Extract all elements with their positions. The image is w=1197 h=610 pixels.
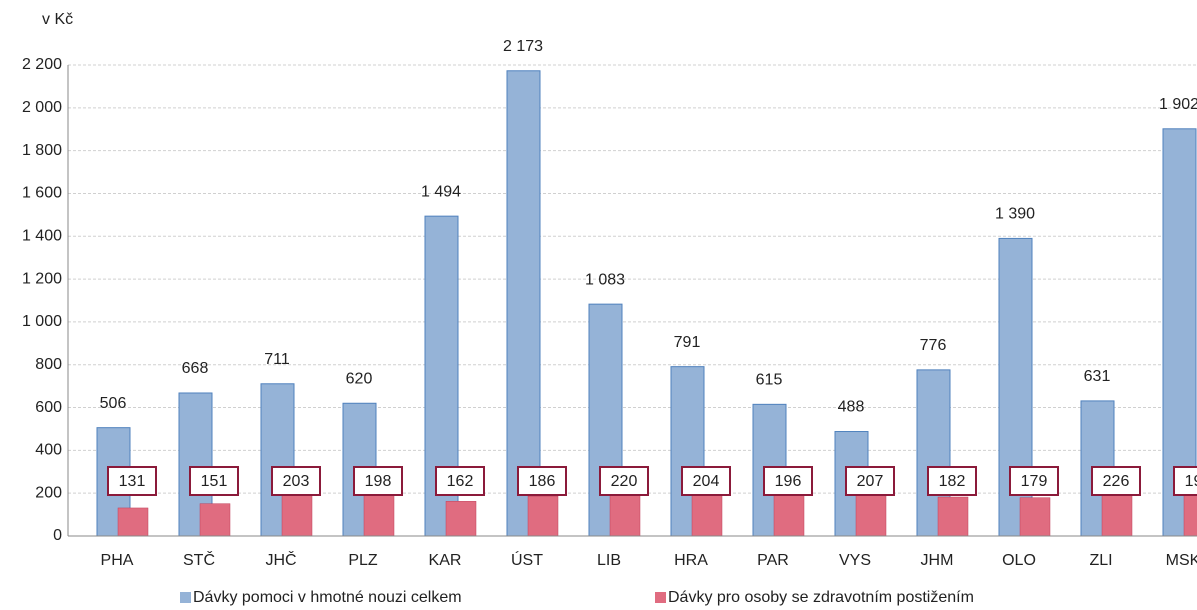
x-tick-label: PLZ	[348, 552, 378, 569]
value-label-box	[353, 466, 403, 496]
value-label: 226	[1103, 473, 1130, 490]
value-label: 631	[1084, 368, 1111, 385]
value-label: 1 083	[585, 271, 625, 288]
y-tick-label: 400	[35, 442, 62, 459]
value-label-box	[435, 466, 485, 496]
x-tick-label: JHČ	[265, 550, 296, 569]
value-label-box	[189, 466, 239, 496]
bar	[199, 503, 231, 537]
x-tick-label: JHM	[921, 552, 954, 569]
value-label-box	[763, 466, 813, 496]
x-tick-label: HRA	[674, 552, 708, 569]
value-label: 668	[182, 360, 209, 377]
x-tick-label: OLO	[1002, 552, 1036, 569]
value-label: 1 902	[1159, 96, 1197, 113]
y-tick-label: 2 000	[22, 99, 62, 116]
bar	[691, 492, 723, 537]
y-tick-label: 800	[35, 356, 62, 373]
y-tick-label: 1 200	[22, 270, 62, 287]
x-tick-label: PHA	[101, 552, 134, 569]
value-label: 1 494	[421, 183, 461, 200]
value-label-box	[107, 466, 157, 496]
y-axis-label: v Kč	[42, 11, 73, 28]
bar	[445, 501, 477, 537]
value-label: 207	[857, 473, 884, 490]
y-tick-label: 1 600	[22, 185, 62, 202]
value-label: 182	[939, 473, 966, 490]
value-label-box	[681, 466, 731, 496]
value-label: 162	[447, 473, 474, 490]
bar	[363, 493, 395, 537]
value-label: 131	[119, 473, 146, 490]
bar	[117, 507, 149, 537]
y-tick-label: 1 800	[22, 142, 62, 159]
bar	[773, 493, 805, 537]
value-label: 196	[775, 473, 802, 490]
value-label: 151	[201, 473, 228, 490]
value-label: 2 173	[503, 38, 543, 55]
value-label: 615	[756, 372, 783, 389]
legend-label: Dávky pro osoby se zdravotním postižením	[668, 589, 974, 606]
x-tick-label: VYS	[839, 552, 871, 569]
legend-swatch	[655, 592, 666, 603]
legend-swatch	[180, 592, 191, 603]
bar	[527, 495, 559, 537]
value-label: 791	[674, 334, 701, 351]
x-tick-label: STČ	[183, 550, 215, 569]
value-label-box	[1009, 466, 1059, 496]
y-tick-label: 600	[35, 399, 62, 416]
bar	[1183, 493, 1197, 537]
x-tick-label: PAR	[757, 552, 789, 569]
x-tick-label: ÚST	[511, 550, 543, 569]
bar	[609, 488, 641, 537]
value-label: 198	[365, 473, 392, 490]
value-label: 506	[100, 395, 127, 412]
value-label: 711	[264, 351, 290, 368]
y-tick-label: 2 200	[22, 56, 62, 73]
y-tick-label: 0	[53, 527, 62, 544]
x-tick-label: KAR	[429, 552, 462, 569]
y-tick-label: 200	[35, 484, 62, 501]
bar	[281, 492, 313, 537]
bar	[506, 70, 541, 537]
x-tick-label: LIB	[597, 552, 621, 569]
value-label: 199	[1185, 473, 1197, 490]
y-tick-label: 1 400	[22, 227, 62, 244]
value-label-box	[599, 466, 649, 496]
bar	[855, 491, 887, 537]
value-label: 620	[346, 370, 373, 387]
bar	[1019, 497, 1051, 537]
value-label: 220	[611, 473, 638, 490]
value-label: 488	[838, 399, 865, 416]
value-label-box	[927, 466, 977, 496]
value-label-box	[517, 466, 567, 496]
value-label-box	[1173, 466, 1197, 496]
bar	[937, 496, 969, 537]
x-tick-label: ZLI	[1089, 552, 1112, 569]
value-label: 1 390	[995, 206, 1035, 223]
value-label-box	[271, 466, 321, 496]
value-label-box	[1091, 466, 1141, 496]
value-label: 186	[529, 473, 556, 490]
x-tick-label: MSK	[1166, 552, 1197, 569]
y-tick-label: 1 000	[22, 313, 62, 330]
value-label: 179	[1021, 473, 1048, 490]
value-label: 204	[693, 473, 720, 490]
value-label: 203	[283, 473, 310, 490]
value-label: 776	[920, 337, 947, 354]
legend-label: Dávky pomoci v hmotné nouzi celkem	[193, 589, 462, 606]
value-label-box	[845, 466, 895, 496]
